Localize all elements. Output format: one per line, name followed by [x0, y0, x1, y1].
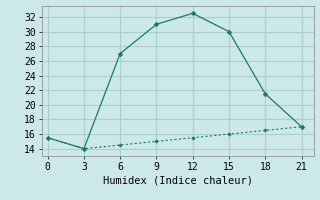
- X-axis label: Humidex (Indice chaleur): Humidex (Indice chaleur): [103, 176, 252, 186]
